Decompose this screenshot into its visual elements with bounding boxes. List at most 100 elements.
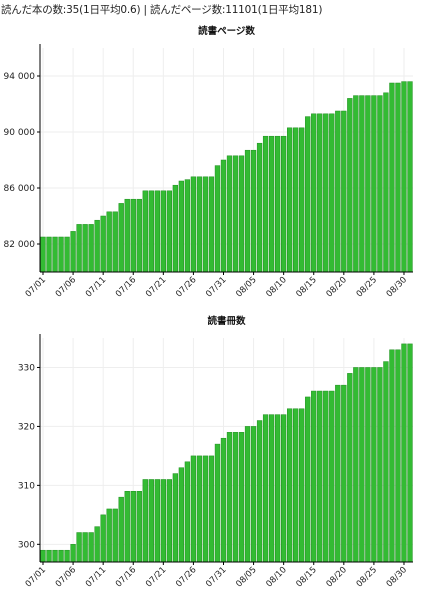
bar	[40, 236, 46, 273]
bar	[335, 110, 341, 273]
bar	[317, 113, 323, 273]
bar	[82, 224, 88, 273]
bar	[262, 135, 269, 273]
x-tick-label: 08/20	[325, 565, 349, 589]
bar	[52, 549, 58, 563]
bar	[52, 236, 58, 273]
bar	[76, 532, 82, 563]
bar	[172, 184, 179, 273]
bar	[214, 443, 221, 563]
bar	[377, 95, 383, 273]
y-tick-label: 330	[18, 363, 35, 373]
bar	[178, 180, 185, 273]
reading-summary: 読んだ本の数:35(1日平均0.6) | 読んだページ数:11101(1日平均1…	[1, 4, 323, 16]
x-tick-label: 07/06	[54, 275, 78, 299]
bar	[124, 491, 130, 563]
bar	[323, 390, 329, 563]
bar	[82, 532, 88, 563]
bar	[154, 190, 160, 273]
y-tick-label: 94 000	[4, 72, 36, 82]
bar	[100, 215, 106, 273]
y-tick-label: 86 000	[4, 184, 36, 194]
bar	[160, 190, 166, 273]
bar	[299, 127, 305, 273]
bar	[256, 420, 263, 563]
bar	[401, 343, 407, 563]
x-tick-label: 07/21	[144, 565, 168, 589]
bar	[256, 142, 263, 273]
bar	[359, 367, 365, 563]
bar	[184, 179, 191, 273]
bar	[106, 508, 112, 563]
y-tick-label: 320	[18, 422, 35, 432]
bar	[148, 190, 154, 273]
bar	[70, 544, 76, 563]
chart-title: 読書ページ数	[198, 25, 255, 37]
x-tick-label: 07/11	[84, 565, 108, 589]
bar	[226, 432, 233, 563]
bar	[118, 203, 124, 273]
bar	[232, 432, 239, 563]
x-tick-label: 07/01	[24, 565, 48, 589]
bar	[244, 426, 251, 563]
bar	[407, 343, 413, 563]
bar	[70, 231, 76, 273]
bar	[401, 81, 407, 273]
bar	[359, 95, 365, 273]
y-tick-label: 90 000	[4, 128, 36, 138]
bar	[232, 155, 239, 273]
bar	[88, 532, 94, 563]
x-tick-label: 07/06	[54, 565, 78, 589]
bar	[160, 479, 166, 563]
bar	[148, 479, 154, 563]
bar	[166, 479, 173, 563]
x-tick-label: 07/26	[174, 565, 198, 589]
x-tick-label: 08/20	[325, 275, 349, 299]
bar	[142, 190, 148, 273]
bar	[389, 82, 395, 273]
bar	[287, 408, 293, 563]
y-tick-label: 300	[18, 540, 35, 550]
bar	[274, 414, 281, 563]
bar	[323, 113, 329, 273]
bar	[190, 176, 197, 273]
x-tick-label: 08/05	[234, 565, 258, 589]
bar	[353, 367, 359, 563]
bar	[238, 432, 245, 563]
bar	[311, 390, 317, 563]
bar	[166, 190, 173, 273]
bar	[94, 526, 100, 563]
bar	[311, 113, 317, 273]
bar	[172, 473, 179, 563]
bar	[329, 113, 335, 273]
bar	[244, 149, 251, 273]
bar	[136, 491, 142, 563]
bar	[280, 414, 287, 563]
x-tick-label: 08/15	[294, 565, 318, 589]
bar	[347, 373, 353, 563]
bar	[407, 81, 413, 273]
bar	[299, 408, 305, 563]
bar	[154, 479, 160, 563]
bar	[124, 198, 130, 273]
bar	[220, 159, 227, 273]
x-tick-label: 07/11	[84, 275, 108, 299]
bar	[58, 549, 64, 563]
pages-chart: 読書ページ数 82 000 86 000 90 000 94 000 07/01 07/06…	[4, 25, 413, 299]
x-tick-label: 08/10	[264, 565, 288, 589]
bar	[371, 367, 377, 563]
bar	[94, 219, 100, 273]
bar	[142, 479, 148, 563]
bar	[287, 127, 293, 273]
x-tick-label: 08/30	[385, 275, 409, 299]
y-tick-label: 310	[18, 481, 35, 491]
bar	[130, 198, 136, 273]
bar	[293, 127, 299, 273]
x-tick-label: 08/25	[355, 275, 379, 299]
bar	[365, 95, 371, 273]
bar	[226, 155, 233, 273]
bar	[100, 514, 106, 563]
bar	[335, 384, 341, 563]
bar	[238, 155, 245, 273]
